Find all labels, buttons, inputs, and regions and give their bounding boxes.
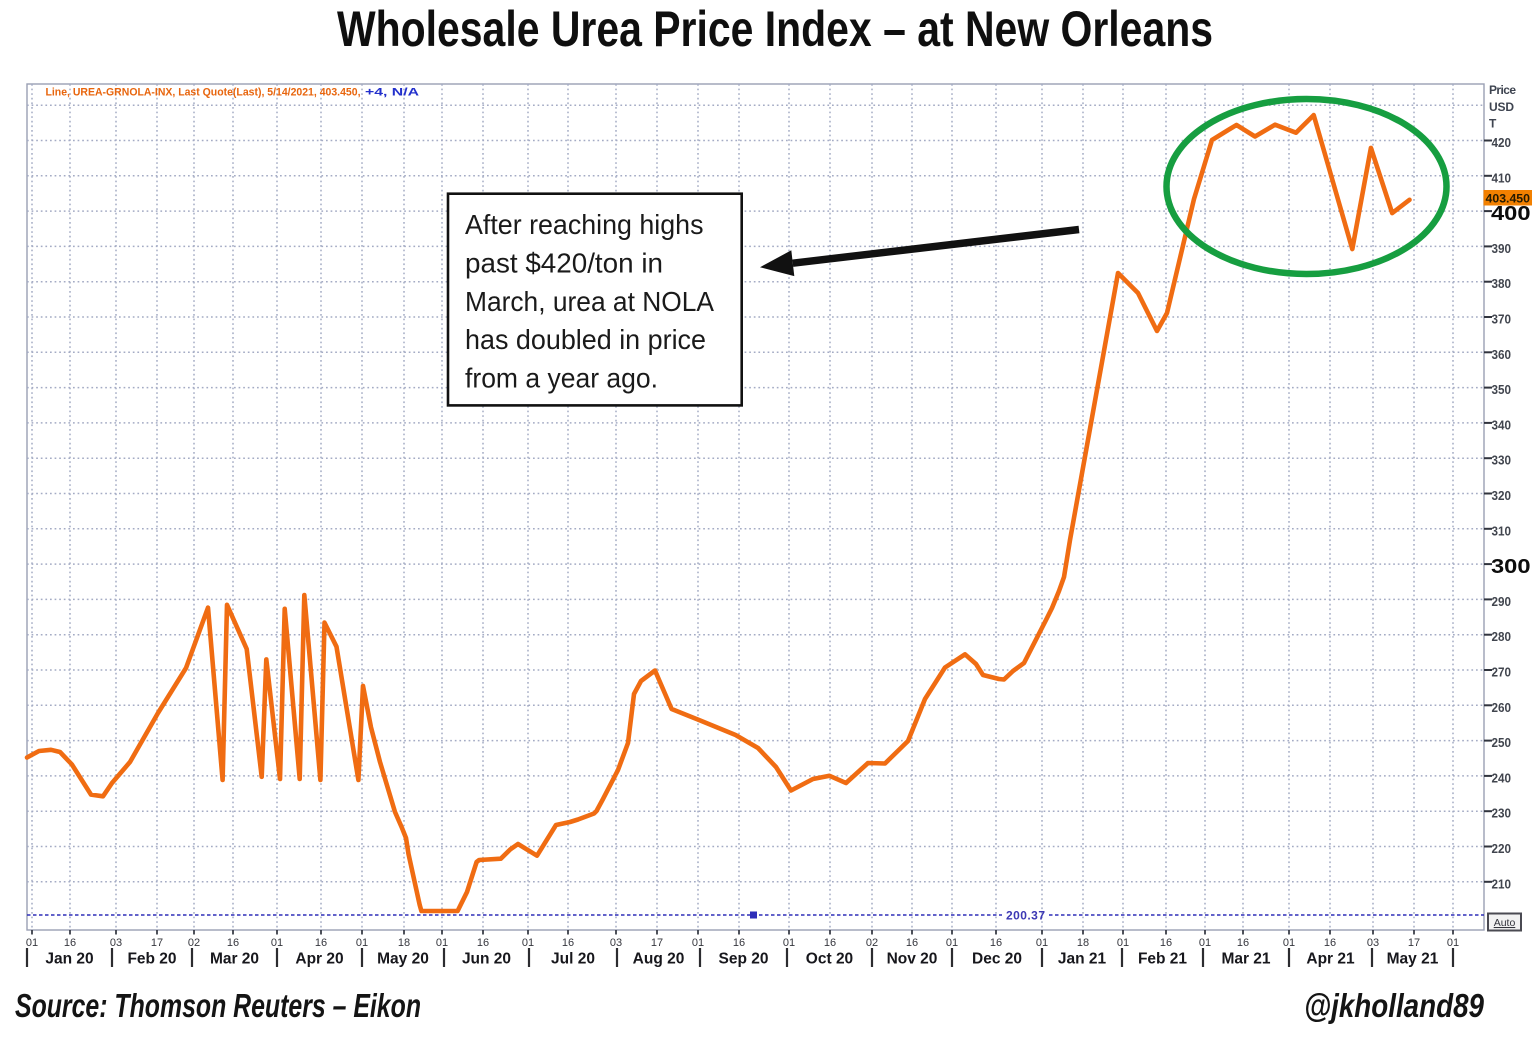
svg-text:USD: USD	[1489, 100, 1514, 114]
svg-text:16: 16	[824, 937, 836, 949]
svg-text:16: 16	[990, 937, 1002, 949]
svg-text:03: 03	[1367, 937, 1379, 949]
svg-text:310: 310	[1492, 524, 1512, 538]
svg-text:Auto: Auto	[1494, 917, 1516, 929]
svg-text:370: 370	[1492, 313, 1512, 327]
svg-text:340: 340	[1492, 418, 1512, 432]
svg-text:Apr 21: Apr 21	[1306, 951, 1355, 968]
svg-text:210: 210	[1492, 877, 1512, 891]
svg-text:16: 16	[733, 937, 745, 949]
svg-text:Jul 20: Jul 20	[551, 951, 595, 968]
svg-text:March, urea at NOLA: March, urea at NOLA	[465, 286, 714, 317]
svg-text:Feb 20: Feb 20	[127, 951, 176, 968]
svg-text:16: 16	[906, 937, 918, 949]
svg-text:01: 01	[1283, 937, 1295, 949]
svg-text:400: 400	[1491, 203, 1531, 225]
svg-text:290: 290	[1492, 595, 1512, 609]
svg-text:01: 01	[1447, 937, 1459, 949]
svg-text:01: 01	[1117, 937, 1129, 949]
svg-text:01: 01	[271, 937, 283, 949]
svg-text:T: T	[1489, 117, 1497, 131]
svg-text:16: 16	[477, 937, 489, 949]
svg-text:Mar 20: Mar 20	[210, 951, 259, 968]
svg-text:from a year ago.: from a year ago.	[465, 363, 658, 394]
svg-text:270: 270	[1492, 666, 1512, 680]
svg-text:16: 16	[1160, 937, 1172, 949]
svg-text:410: 410	[1492, 171, 1512, 185]
svg-text:+4, N/A: +4, N/A	[365, 87, 419, 99]
svg-text:300: 300	[1491, 556, 1531, 578]
svg-text:18: 18	[398, 937, 410, 949]
svg-text:Mar 21: Mar 21	[1221, 951, 1270, 968]
svg-text:18: 18	[1077, 937, 1089, 949]
svg-text:01: 01	[356, 937, 368, 949]
svg-text:240: 240	[1492, 771, 1512, 785]
svg-text:Feb 21: Feb 21	[1138, 951, 1187, 968]
svg-text:17: 17	[1408, 937, 1420, 949]
svg-text:17: 17	[651, 937, 663, 949]
svg-text:330: 330	[1492, 454, 1512, 468]
svg-text:16: 16	[64, 937, 76, 949]
svg-text:Price: Price	[1489, 83, 1516, 97]
svg-text:350: 350	[1492, 383, 1512, 397]
svg-text:Oct 20: Oct 20	[806, 951, 853, 968]
svg-text:200.37: 200.37	[1006, 909, 1045, 923]
svg-text:has doubled in price: has doubled in price	[465, 324, 706, 355]
svg-text:01: 01	[946, 937, 958, 949]
svg-text:03: 03	[610, 937, 622, 949]
svg-text:360: 360	[1492, 348, 1512, 362]
svg-text:320: 320	[1492, 489, 1512, 503]
svg-text:Dec 20: Dec 20	[972, 951, 1022, 968]
svg-text:Nov 20: Nov 20	[887, 951, 938, 968]
svg-text:@jkholland89: @jkholland89	[1304, 987, 1485, 1024]
svg-text:01: 01	[692, 937, 704, 949]
svg-text:May 21: May 21	[1387, 951, 1439, 968]
svg-text:Source: Thomson Reuters – Eiko: Source: Thomson Reuters – Eikon	[15, 987, 421, 1024]
svg-text:280: 280	[1492, 630, 1512, 644]
svg-text:Wholesale Urea Price Index – a: Wholesale Urea Price Index – at New Orle…	[337, 1, 1213, 57]
svg-text:16: 16	[315, 937, 327, 949]
svg-text:01: 01	[783, 937, 795, 949]
svg-text:01: 01	[522, 937, 534, 949]
svg-text:16: 16	[1237, 937, 1249, 949]
svg-text:16: 16	[562, 937, 574, 949]
svg-text:Jun 20: Jun 20	[462, 951, 511, 968]
svg-text:01: 01	[26, 937, 38, 949]
svg-text:220: 220	[1492, 842, 1512, 856]
svg-text:Jan 20: Jan 20	[45, 951, 93, 968]
svg-text:01: 01	[1036, 937, 1048, 949]
svg-text:16: 16	[227, 937, 239, 949]
svg-text:Line, UREA-GRNOLA-INX, Last Qu: Line, UREA-GRNOLA-INX, Last Quote(Last),…	[46, 87, 361, 99]
svg-text:Jan 21: Jan 21	[1058, 951, 1107, 968]
svg-text:01: 01	[436, 937, 448, 949]
svg-text:After reaching highs: After reaching highs	[465, 209, 704, 240]
svg-text:16: 16	[1324, 937, 1336, 949]
svg-text:01: 01	[1199, 937, 1211, 949]
svg-text:230: 230	[1492, 807, 1512, 821]
svg-text:403.450: 403.450	[1486, 194, 1531, 206]
svg-text:past $420/ton in: past $420/ton in	[465, 247, 663, 278]
svg-text:02: 02	[188, 937, 200, 949]
svg-text:Apr 20: Apr 20	[295, 951, 343, 968]
svg-text:420: 420	[1492, 136, 1512, 150]
svg-text:17: 17	[151, 937, 163, 949]
svg-text:250: 250	[1492, 736, 1512, 750]
svg-text:260: 260	[1492, 701, 1512, 715]
svg-text:380: 380	[1492, 277, 1512, 291]
svg-text:May 20: May 20	[377, 951, 429, 968]
svg-text:Aug 20: Aug 20	[633, 951, 685, 968]
svg-text:03: 03	[110, 937, 122, 949]
svg-text:390: 390	[1492, 242, 1512, 256]
svg-text:Sep 20: Sep 20	[719, 951, 769, 968]
svg-text:02: 02	[866, 937, 878, 949]
